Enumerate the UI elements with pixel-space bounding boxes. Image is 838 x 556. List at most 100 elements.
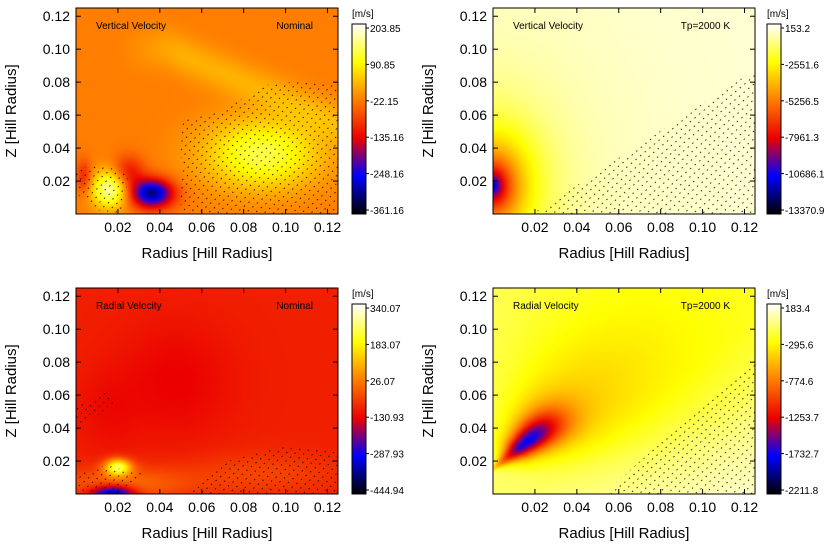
x-tick-label: 0.06 xyxy=(605,219,632,235)
y-tick-label: 0.10 xyxy=(460,41,487,57)
y-tick-label: 0.02 xyxy=(43,173,70,189)
y-tick-label: 0.02 xyxy=(460,453,487,469)
y-tick-label: 0.02 xyxy=(43,453,70,469)
x-tick-label: 0.10 xyxy=(689,219,716,235)
colorbar-tick-label: -1732.7 xyxy=(785,450,819,461)
y-tick-label: 0.04 xyxy=(460,420,487,436)
y-tick-label: 0.04 xyxy=(43,140,70,156)
colorbar-tick-label: -5256.5 xyxy=(785,97,819,108)
x-axis-title: Radius [Hill Radius] xyxy=(142,245,273,262)
y-tick-label: 0.12 xyxy=(43,288,70,304)
x-tick-label: 0.04 xyxy=(563,499,590,515)
y-tick-label: 0.08 xyxy=(43,354,70,370)
x-tick-label: 0.06 xyxy=(188,499,215,515)
colorbar-scale xyxy=(351,23,367,215)
x-tick-label: 0.08 xyxy=(230,499,257,515)
panel-case-label: Nominal xyxy=(276,21,313,32)
y-axis-title: Z [Hill Radius] xyxy=(3,344,20,437)
y-tick-label: 0.12 xyxy=(460,288,487,304)
hatched-region xyxy=(76,82,338,214)
y-tick-label: 0.02 xyxy=(460,173,487,189)
plot-frame xyxy=(492,7,756,215)
colorbar-tick-label: 340.07 xyxy=(370,304,401,315)
colorbar-unit: [m/s] xyxy=(352,9,374,20)
colorbar-tick-label: -2211.8 xyxy=(785,486,819,497)
colorbar-scale xyxy=(351,303,367,495)
hatched-region xyxy=(532,69,755,214)
y-axis-title: Z [Hill Radius] xyxy=(3,64,20,157)
colorbar-tick-label: 90.85 xyxy=(370,60,395,71)
y-tick-label: 0.06 xyxy=(43,387,70,403)
x-tick-label: 0.12 xyxy=(314,499,341,515)
x-tick-label: 0.06 xyxy=(605,499,632,515)
panel-top-left: 0.02 0.04 0.06 0.08 0.10 0.12 0.02 0.04 0.06 0.08… xyxy=(3,7,404,262)
colorbar-tick-label: -13370.9 xyxy=(785,206,825,217)
y-tick-label: 0.08 xyxy=(460,74,487,90)
y-axis-title: Z [Hill Radius] xyxy=(420,344,437,437)
colorbar-unit: [m/s] xyxy=(352,289,374,300)
x-tick-label: 0.04 xyxy=(563,219,590,235)
y-tick-label: 0.12 xyxy=(43,8,70,24)
colorbar-tick-label: -130.93 xyxy=(370,413,404,424)
y-tick-label: 0.10 xyxy=(43,321,70,337)
colorbar-scale xyxy=(766,303,782,495)
colorbar: [m/s] 183.4 -295.6 -774.6 -1253.7 -1732.7 -221… xyxy=(766,289,819,497)
colorbar: [m/s] 203.85 90.85 -22.15 -135.16 -248.16 -361… xyxy=(351,9,404,217)
x-tick-label: 0.04 xyxy=(146,499,173,515)
colorbar-tick-label: -1253.7 xyxy=(785,413,819,424)
y-tick-label: 0.10 xyxy=(460,321,487,337)
x-tick-label: 0.02 xyxy=(104,499,131,515)
x-tick-label: 0.08 xyxy=(647,499,674,515)
colorbar-tick-label: 26.07 xyxy=(370,377,395,388)
panel-bottom-right: 0.02 0.04 0.06 0.08 0.10 0.12 0.02 0.04 0.06 0.08… xyxy=(420,287,819,542)
colorbar-scale xyxy=(766,23,782,215)
colorbar-tick-label: -295.6 xyxy=(785,340,814,351)
x-tick-label: 0.10 xyxy=(689,499,716,515)
colorbar: [m/s] 340.07 183.07 26.07 -130.93 -287.93 -444… xyxy=(351,289,404,497)
x-tick-label: 0.10 xyxy=(272,499,299,515)
colorbar-tick-label: 203.85 xyxy=(370,24,401,35)
x-tick-label: 0.10 xyxy=(272,219,299,235)
x-tick-label: 0.04 xyxy=(146,219,173,235)
panel-title: Vertical Velocity xyxy=(513,21,583,32)
colorbar-tick-label: 183.07 xyxy=(370,340,401,351)
colorbar-tick-label: -7961.3 xyxy=(785,133,819,144)
y-tick-label: 0.06 xyxy=(460,107,487,123)
colorbar-tick-label: -444.94 xyxy=(370,486,404,497)
colorbar-tick-label: -287.93 xyxy=(370,450,404,461)
x-tick-label: 0.12 xyxy=(314,219,341,235)
y-tick-label: 0.06 xyxy=(460,387,487,403)
y-tick-label: 0.04 xyxy=(43,420,70,436)
panel-case-label: Tp=2000 K xyxy=(681,301,731,312)
panel-bottom-left: 0.02 0.04 0.06 0.08 0.10 0.12 0.02 0.04 0.06 0.08… xyxy=(3,287,404,542)
colorbar-tick-label: 153.2 xyxy=(785,24,810,35)
x-axis-title: Radius [Hill Radius] xyxy=(559,525,690,542)
x-tick-label: 0.08 xyxy=(230,219,257,235)
panel-case-label: Nominal xyxy=(276,301,313,312)
x-tick-label: 0.12 xyxy=(731,219,758,235)
x-tick-label: 0.12 xyxy=(731,499,758,515)
y-axis-title: Z [Hill Radius] xyxy=(420,64,437,157)
x-tick-label: 0.02 xyxy=(104,219,131,235)
y-tick-label: 0.12 xyxy=(460,8,487,24)
colorbar-tick-label: -248.16 xyxy=(370,170,404,181)
panel-title: Radial Velocity xyxy=(96,301,162,312)
hatched-region xyxy=(603,360,755,494)
colorbar-tick-label: -2551.6 xyxy=(785,60,819,71)
x-axis-title: Radius [Hill Radius] xyxy=(142,525,273,542)
colorbar-tick-label: 183.4 xyxy=(785,304,810,315)
colorbar-tick-label: -135.16 xyxy=(370,133,404,144)
x-tick-label: 0.02 xyxy=(521,499,548,515)
plot-frame xyxy=(75,287,339,495)
plot-frame xyxy=(492,287,756,495)
colorbar-tick-label: -361.16 xyxy=(370,206,404,217)
hatched-region xyxy=(76,391,338,494)
panel-title: Vertical Velocity xyxy=(96,21,166,32)
y-tick-label: 0.08 xyxy=(43,74,70,90)
x-tick-label: 0.02 xyxy=(521,219,548,235)
y-tick-label: 0.04 xyxy=(460,140,487,156)
y-tick-label: 0.08 xyxy=(460,354,487,370)
x-tick-label: 0.06 xyxy=(188,219,215,235)
colorbar: [m/s] 153.2 -2551.6 -5256.5 -7961.3 -10686.1 -… xyxy=(766,9,825,217)
